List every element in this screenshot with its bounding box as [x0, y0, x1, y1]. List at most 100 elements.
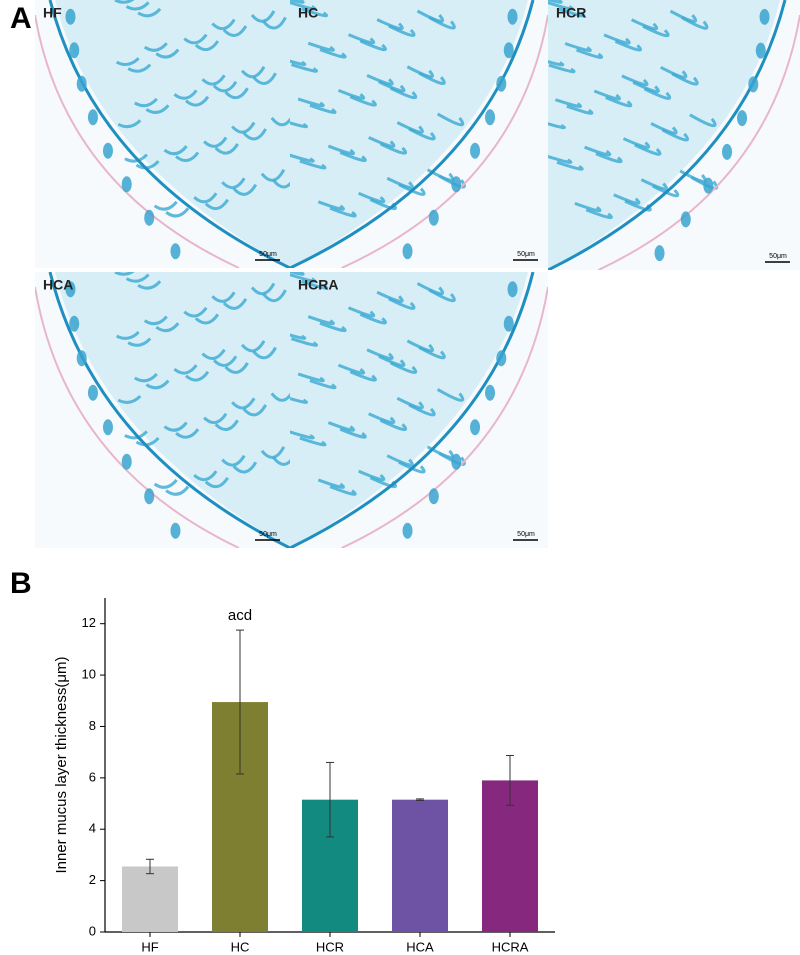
mucus-strand — [290, 333, 307, 340]
epithelium — [48, 272, 290, 548]
mucus-strand — [203, 412, 228, 425]
mucus-strand — [221, 454, 246, 467]
mucus-strand — [155, 322, 180, 333]
mucus-strand — [290, 63, 319, 73]
goblet-cell — [402, 243, 413, 260]
goblet-cell — [69, 315, 80, 332]
mucus-strand — [290, 0, 305, 4]
mucus-strand — [194, 40, 220, 52]
mucus-strand — [317, 478, 345, 489]
mucus-strand — [201, 348, 226, 360]
mucus-strand — [193, 192, 218, 204]
mucus-strand — [614, 39, 643, 52]
mucus-strand — [125, 273, 150, 283]
mucus-strand — [642, 24, 670, 38]
mucus-strand — [436, 388, 465, 402]
mucus-strand — [307, 41, 335, 52]
mucus-strand — [240, 340, 266, 353]
bar — [122, 866, 178, 932]
mucus-strand — [270, 392, 290, 402]
mucus-strand — [262, 289, 287, 303]
mucus-strand — [378, 80, 406, 93]
goblet-cell — [496, 75, 507, 92]
mucus-strand — [319, 321, 347, 333]
mucus-strand — [232, 183, 258, 196]
mucus-strand — [114, 272, 135, 276]
goblet-cell — [144, 488, 155, 505]
mucus-strand — [175, 428, 200, 439]
mucus-strand — [329, 485, 357, 496]
mucus-strand — [388, 297, 416, 310]
goblet-cell — [102, 142, 113, 159]
mucus-strand — [250, 282, 276, 296]
goblet-cell — [503, 315, 514, 332]
mucus-strand — [359, 312, 387, 325]
mucus-strand — [640, 178, 668, 191]
mucus-strand — [212, 80, 238, 93]
mucus-strand — [379, 142, 408, 155]
x-tick-label: HCRA — [492, 939, 529, 954]
mucus-strand — [681, 16, 709, 30]
mucus-strand — [408, 127, 436, 141]
y-tick-label: 8 — [89, 718, 96, 733]
mucus-strand — [240, 65, 266, 79]
goblet-cell — [102, 419, 113, 436]
goblet-cell — [76, 350, 87, 367]
goblet-cell — [680, 211, 691, 228]
mucus-strand — [379, 418, 408, 431]
mucus-strand — [124, 430, 148, 440]
mucus-strand — [163, 421, 188, 432]
mucus-strand — [416, 9, 445, 23]
mucus-strand — [605, 96, 633, 108]
histology-image — [548, 0, 800, 270]
mucus-strand — [376, 18, 404, 31]
mucus-strand — [214, 419, 239, 431]
y-tick-label: 12 — [82, 615, 96, 630]
mucus-strand — [436, 112, 465, 127]
y-tick-label: 6 — [89, 769, 96, 784]
mucus-strand — [183, 33, 208, 45]
mucus-strand — [222, 25, 248, 37]
epithelium — [290, 0, 535, 268]
mucus-strand — [115, 57, 140, 66]
scale-label: 50μm — [259, 251, 277, 258]
mucus-strand — [135, 160, 160, 170]
mucus-strand — [575, 48, 604, 59]
goblet-cell — [170, 243, 181, 260]
mucus-strand — [339, 427, 367, 439]
mucus-strand — [212, 355, 238, 367]
mucus-strand — [290, 337, 319, 347]
mucus-strand — [183, 306, 208, 318]
mucus-strand — [406, 339, 434, 353]
histology-image — [290, 272, 548, 548]
mucus-strand — [408, 403, 436, 417]
mucus-strand — [272, 179, 290, 189]
mucus-strand — [290, 397, 308, 404]
histology-image — [35, 0, 290, 268]
mucus-strand — [211, 291, 236, 303]
mucus-strand — [396, 121, 424, 134]
mucus-strand — [290, 430, 315, 440]
serosa — [597, 14, 800, 270]
mucus-strand — [299, 159, 327, 170]
mucus-strand — [366, 348, 394, 360]
goblet-cell — [144, 209, 155, 226]
mucus-strand — [224, 362, 249, 374]
mucus-strand — [396, 396, 424, 410]
scale-label: 50μm — [259, 531, 277, 538]
mucus-strand — [632, 81, 660, 93]
goblet-cell — [170, 522, 181, 539]
tissue — [548, 0, 780, 270]
mucus-strand — [630, 18, 659, 31]
mucus-strand — [137, 7, 162, 18]
goblet-cell — [428, 488, 439, 505]
mucus-strand — [290, 272, 305, 276]
mucus-strand — [201, 74, 226, 86]
mucus-strand — [309, 379, 337, 390]
mucus-strand — [290, 121, 308, 129]
mucus-strand — [376, 290, 404, 303]
mucus-strand — [386, 454, 414, 467]
mucus-strand — [194, 313, 220, 325]
mucus-strand — [250, 10, 276, 23]
mucus-strand — [613, 193, 641, 205]
